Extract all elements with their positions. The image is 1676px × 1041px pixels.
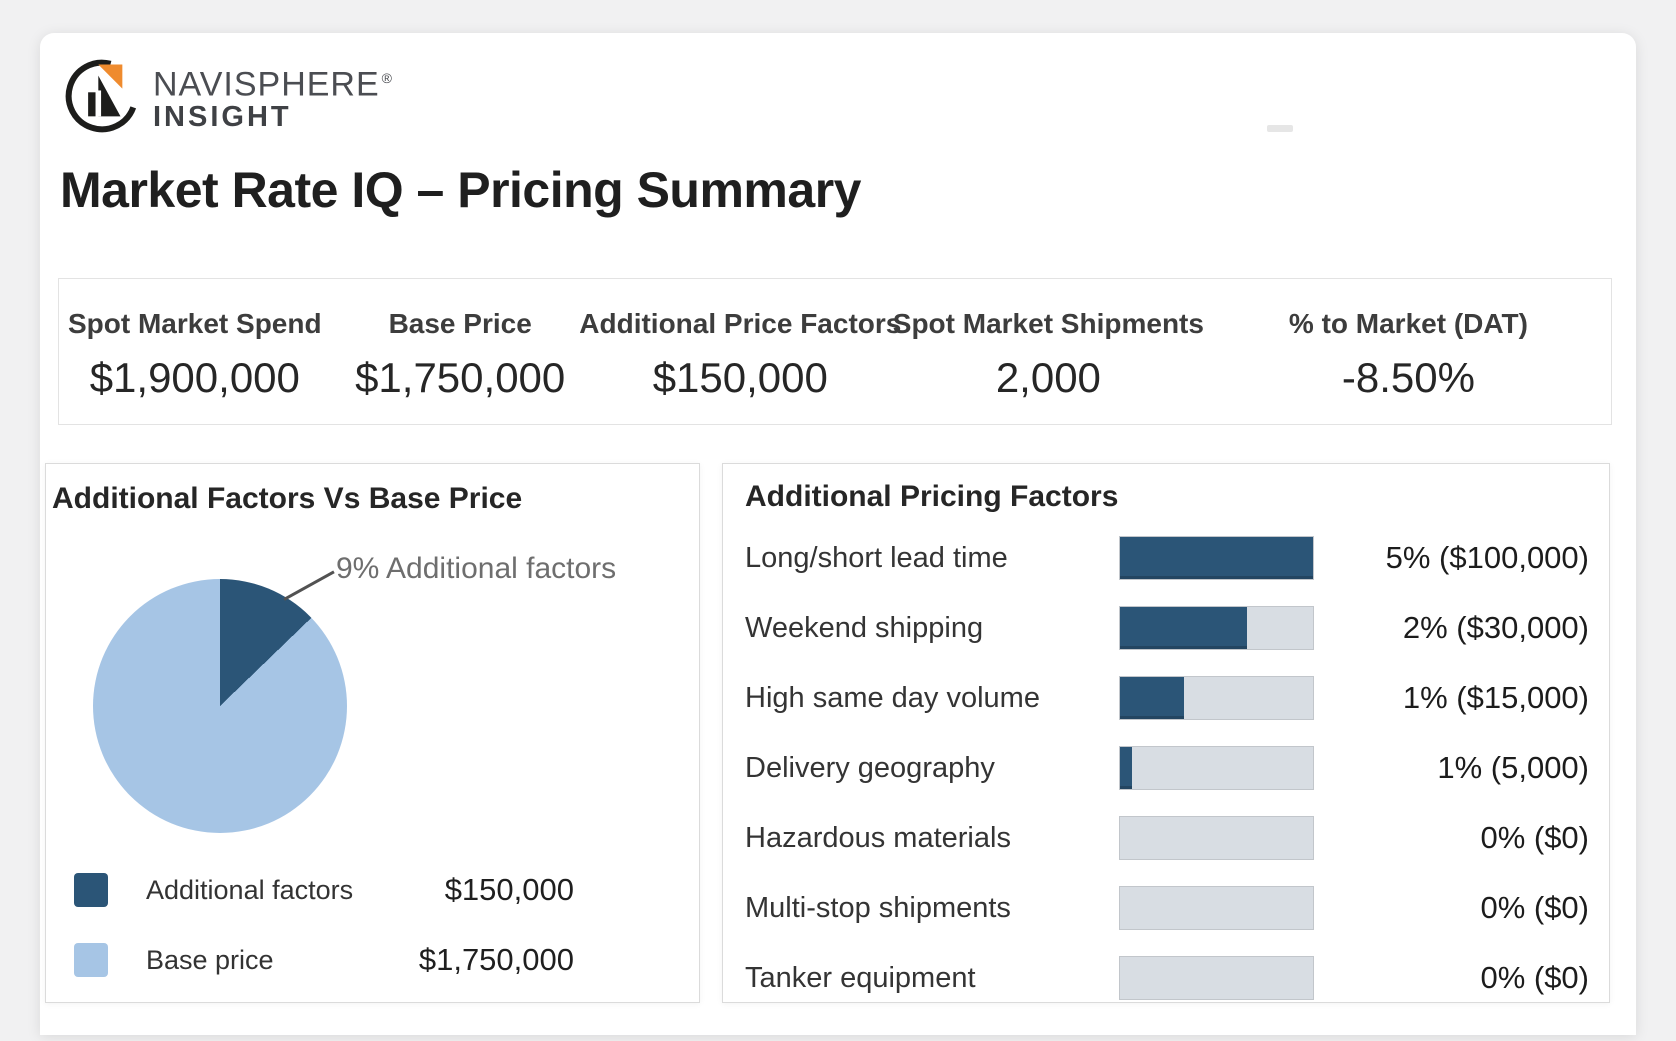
- logo-name: NAVISPHERE ®: [153, 60, 393, 102]
- factor-bar-track: [1119, 536, 1314, 580]
- logo-text: NAVISPHERE ® INSIGHT: [153, 60, 393, 132]
- factor-row: Tanker equipment 0% ($0): [745, 956, 1589, 1000]
- factor-bar-fill: [1120, 747, 1132, 789]
- factor-bar-fill: [1120, 677, 1184, 719]
- factor-row: Long/short lead time 5% ($100,000): [745, 536, 1589, 580]
- pie-chart: [93, 579, 347, 833]
- callout-line: [283, 570, 335, 601]
- legend-value: $1,750,000: [418, 942, 574, 977]
- kpi-label: Spot Market Spend: [68, 307, 322, 339]
- factor-row: Hazardous materials 0% ($0): [745, 816, 1589, 860]
- factor-bar-track: [1119, 816, 1314, 860]
- kpi-value: $1,900,000: [89, 353, 300, 401]
- factor-value: 5% ($100,000): [1385, 540, 1589, 575]
- factors-panel-title: Additional Pricing Factors: [745, 480, 1119, 513]
- registered-mark: ®: [381, 69, 393, 86]
- factor-value: 1% (5,000): [1437, 750, 1589, 785]
- kpi-base-price: Base Price $1,750,000: [331, 302, 590, 402]
- factor-bar-track: [1119, 746, 1314, 790]
- navisphere-logo-icon: [65, 59, 137, 133]
- legend-row-additional-factors: Additional factors $150,000: [74, 868, 574, 912]
- kpi-label: Base Price: [388, 307, 532, 339]
- factor-label: Delivery geography: [745, 751, 995, 784]
- legend-row-base-price: Base price $1,750,000: [74, 938, 574, 982]
- kpi-spot-market-spend: Spot Market Spend $1,900,000: [59, 302, 331, 402]
- kpi-value: $150,000: [652, 353, 828, 401]
- kpi-percent-to-market: % to Market (DAT) -8.50%: [1206, 302, 1611, 402]
- report-card: NAVISPHERE ® INSIGHT Market Rate IQ – Pri…: [40, 33, 1636, 1035]
- legend-swatch-light: [74, 943, 108, 977]
- pie-legend: Additional factors $150,000 Base price $…: [74, 868, 574, 1008]
- factor-row: Delivery geography 1% (5,000): [745, 746, 1589, 790]
- pie-annotation: 9% Additional factors: [336, 552, 617, 585]
- factor-value: 0% ($0): [1480, 960, 1589, 995]
- factor-value: 0% ($0): [1480, 820, 1589, 855]
- kpi-label: Additional Price Factors: [579, 307, 902, 339]
- navisphere-logo: NAVISPHERE ® INSIGHT: [65, 59, 393, 133]
- kpi-label: Spot Market Shipments: [892, 307, 1204, 339]
- pie-panel: Additional Factors Vs Base Price 9% Addi…: [45, 463, 700, 1003]
- pie-panel-title: Additional Factors Vs Base Price: [52, 482, 523, 515]
- factor-label: Hazardous materials: [745, 821, 1011, 854]
- kpi-value: 2,000: [995, 353, 1101, 401]
- kpi-value: $1,750,000: [355, 353, 566, 401]
- factor-rows: Long/short lead time 5% ($100,000) Weekend…: [745, 536, 1589, 1026]
- kpi-additional-price-factors: Additional Price Factors $150,000: [579, 302, 901, 402]
- factor-label: Long/short lead time: [745, 541, 1008, 574]
- kpi-label: % to Market (DAT): [1288, 307, 1528, 339]
- logo-name-text: NAVISPHERE: [153, 65, 380, 104]
- factor-value: 2% ($30,000): [1402, 610, 1589, 645]
- legend-swatch-dark: [74, 873, 108, 907]
- factors-panel: Additional Pricing Factors Long/short le…: [722, 463, 1610, 1003]
- logo-subname: INSIGHT: [153, 101, 292, 134]
- factor-bar-track: [1119, 606, 1314, 650]
- factor-row: Weekend shipping 2% ($30,000): [745, 606, 1589, 650]
- factor-row: High same day volume 1% ($15,000): [745, 676, 1589, 720]
- legend-label: Additional factors: [146, 874, 354, 905]
- stray-mark: [1267, 125, 1293, 132]
- legend-label: Base price: [146, 944, 274, 975]
- legend-value: $150,000: [444, 872, 574, 907]
- factor-bar-fill: [1120, 607, 1248, 649]
- factor-bar-track: [1119, 676, 1314, 720]
- factor-label: Tanker equipment: [745, 961, 976, 994]
- factor-bar-fill: [1120, 537, 1313, 579]
- factor-bar-track: [1119, 886, 1314, 930]
- factor-value: 0% ($0): [1480, 890, 1589, 925]
- page-title: Market Rate IQ – Pricing Summary: [60, 162, 861, 218]
- factor-value: 1% ($15,000): [1402, 680, 1589, 715]
- kpi-strip: Spot Market Spend $1,900,000 Base Price …: [58, 278, 1612, 425]
- factor-label: Multi-stop shipments: [745, 891, 1011, 924]
- kpi-spot-market-shipments: Spot Market Shipments 2,000: [891, 302, 1206, 402]
- factor-label: Weekend shipping: [745, 611, 984, 644]
- kpi-value: -8.50%: [1341, 353, 1475, 401]
- factor-row: Multi-stop shipments 0% ($0): [745, 886, 1589, 930]
- factor-label: High same day volume: [745, 681, 1040, 714]
- factor-bar-track: [1119, 956, 1314, 1000]
